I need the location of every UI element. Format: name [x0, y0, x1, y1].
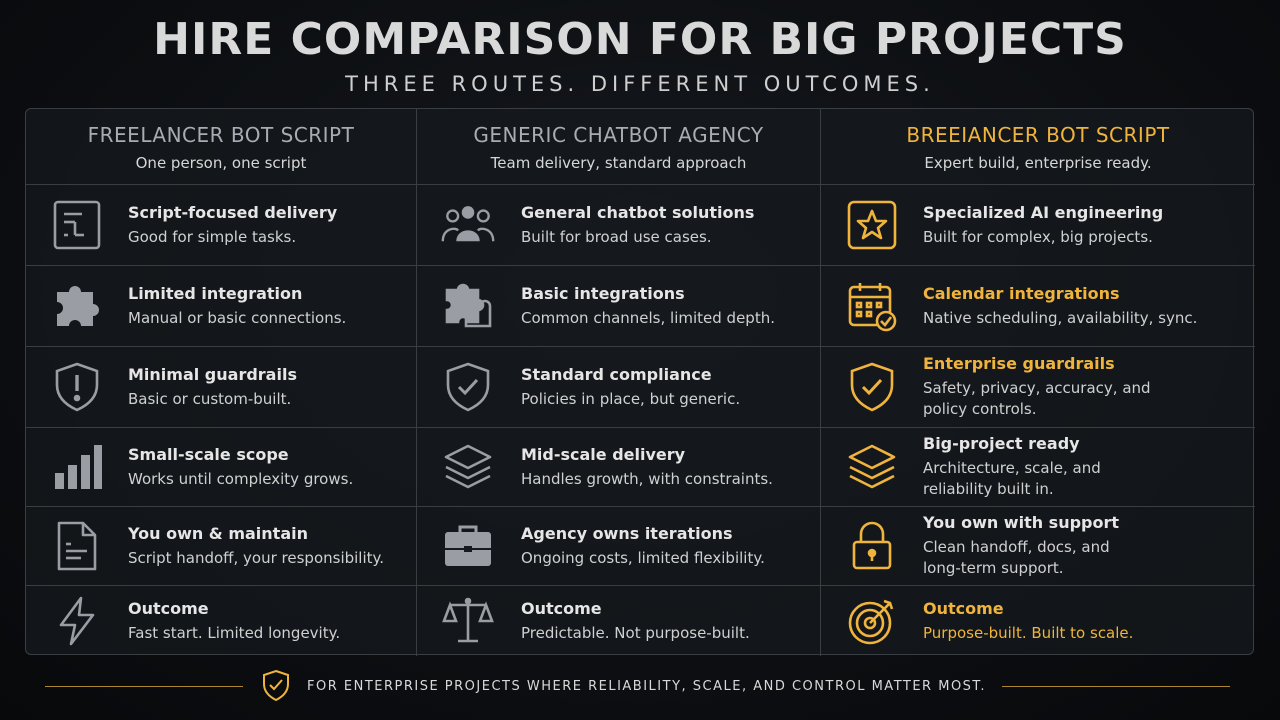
table-cell: Script-focused delivery Good for simple t…	[26, 185, 417, 266]
feature-desc: Policies in place, but generic.	[521, 389, 741, 408]
table-cell: Outcome Predictable. Not purpose-built.	[417, 586, 821, 656]
feature-desc: Good for simple tasks.	[128, 227, 297, 246]
feature-desc: Handles growth, with constraints.	[521, 469, 773, 488]
layers-icon	[441, 440, 495, 494]
feature-desc: Fast start. Limited longevity.	[128, 623, 341, 642]
table-cell: Big-project ready Architecture, scale, an…	[821, 428, 1255, 507]
feature-desc: Works until complexity grows.	[128, 469, 354, 488]
table-cell: You own with support Clean handoff, docs,…	[821, 507, 1255, 586]
feature-title: Script-focused delivery	[128, 202, 338, 222]
shield-check-icon	[263, 669, 289, 702]
feature-desc: Built for broad use cases.	[521, 227, 712, 246]
feature-desc: Architecture, scale, and reliability bui…	[923, 459, 1101, 498]
table-cell: Minimal guardrails Basic or custom-built.	[26, 347, 417, 428]
table-cell: You own & maintain Script handoff, your r…	[26, 507, 417, 586]
feature-title: Limited integration	[128, 283, 303, 303]
document-icon	[50, 519, 104, 573]
feature-title: Mid-scale delivery	[521, 444, 686, 464]
feature-desc: Clean handoff, docs, and long-term suppo…	[923, 538, 1110, 577]
feature-title: Calendar integrations	[923, 283, 1120, 303]
feature-desc: Ongoing costs, limited flexibility.	[521, 548, 765, 567]
target-icon	[845, 594, 899, 648]
feature-title: Small-scale scope	[128, 444, 289, 464]
briefcase-icon	[441, 519, 495, 573]
table-cell: Agency owns iterations Ongoing costs, lim…	[417, 507, 821, 586]
calendar-check-icon	[845, 279, 899, 333]
table-cell: Calendar integrations Native scheduling, …	[821, 266, 1255, 347]
feature-title: Minimal guardrails	[128, 364, 297, 384]
feature-title: Agency owns iterations	[521, 523, 733, 543]
puzzle-outline-icon	[441, 279, 495, 333]
table-cell: Specialized AI engineering Built for comp…	[821, 185, 1255, 266]
column-header-freelancer: FREELANCER BOT SCRIPT One person, one sc…	[26, 109, 417, 185]
column-heading: FREELANCER BOT SCRIPT	[87, 123, 355, 147]
column-heading: GENERIC CHATBOT AGENCY	[473, 123, 764, 147]
feature-title: Outcome	[128, 598, 209, 618]
bar-chart-icon	[50, 440, 104, 494]
table-cell: Outcome Fast start. Limited longevity.	[26, 586, 417, 656]
lock-icon	[845, 519, 899, 573]
column-tagline: One person, one script	[135, 154, 307, 172]
feature-desc: Common channels, limited depth.	[521, 308, 775, 327]
table-cell: General chatbot solutions Built for broad…	[417, 185, 821, 266]
feature-desc: Safety, privacy, accuracy, and policy co…	[923, 379, 1151, 418]
table-cell: Enterprise guardrails Safety, privacy, ac…	[821, 347, 1255, 428]
puzzle-icon	[50, 279, 104, 333]
column-header-agency: GENERIC CHATBOT AGENCY Team delivery, st…	[417, 109, 821, 185]
feature-title: Standard compliance	[521, 364, 712, 384]
feature-title: Basic integrations	[521, 283, 685, 303]
comparison-table: FREELANCER BOT SCRIPT One person, one sc…	[25, 108, 1255, 656]
feature-title: Big-project ready	[923, 434, 1080, 453]
table-cell: Standard compliance Policies in place, bu…	[417, 347, 821, 428]
feature-title: Enterprise guardrails	[923, 354, 1115, 373]
page-title: HIRE COMPARISON FOR BIG PROJECTS	[153, 14, 1127, 65]
column-tagline: Expert build, enterprise ready.	[924, 154, 1152, 172]
feature-title: Outcome	[521, 598, 602, 618]
feature-title: General chatbot solutions	[521, 202, 755, 222]
feature-desc: Built for complex, big projects.	[923, 227, 1153, 246]
feature-title: Outcome	[923, 598, 1004, 618]
scales-icon	[441, 594, 495, 648]
feature-desc: Manual or basic connections.	[128, 308, 347, 327]
page-subtitle: THREE ROUTES. DIFFERENT OUTCOMES.	[345, 72, 935, 96]
footer-banner: FOR ENTERPRISE PROJECTS WHERE RELIABILIT…	[45, 668, 1235, 704]
table-cell: Small-scale scope Works until complexity …	[26, 428, 417, 507]
footer-divider	[45, 685, 243, 687]
table-cell: Outcome Purpose-built. Built to scale.	[821, 586, 1255, 656]
team-icon	[441, 198, 495, 252]
feature-desc: Basic or custom-built.	[128, 389, 292, 408]
table-cell: Limited integration Manual or basic conne…	[26, 266, 417, 347]
column-header-breeiancer: BREEIANCER BOT SCRIPT Expert build, ente…	[821, 109, 1255, 185]
shield-check-gold-icon	[845, 360, 899, 414]
feature-desc: Predictable. Not purpose-built.	[521, 623, 750, 642]
feature-desc: Script handoff, your responsibility.	[128, 548, 385, 567]
column-tagline: Team delivery, standard approach	[490, 154, 747, 172]
shield-check-icon	[441, 360, 495, 414]
feature-title: You own with support	[923, 513, 1120, 532]
feature-title: You own & maintain	[128, 523, 308, 543]
footer-text: FOR ENTERPRISE PROJECTS WHERE RELIABILIT…	[307, 678, 986, 694]
feature-title: Specialized AI engineering	[923, 202, 1164, 222]
column-heading: BREEIANCER BOT SCRIPT	[906, 123, 1170, 147]
footer-divider	[1001, 685, 1230, 687]
table-cell: Mid-scale delivery Handles growth, with c…	[417, 428, 821, 507]
feature-desc: Purpose-built. Built to scale.	[923, 623, 1134, 642]
lightning-icon	[50, 594, 104, 648]
layers-gold-icon	[845, 440, 899, 494]
star-icon	[845, 198, 899, 252]
shield-alert-icon	[50, 360, 104, 414]
feature-desc: Native scheduling, availability, sync.	[923, 308, 1198, 327]
script-icon	[50, 198, 104, 252]
table-cell: Basic integrations Common channels, limit…	[417, 266, 821, 347]
